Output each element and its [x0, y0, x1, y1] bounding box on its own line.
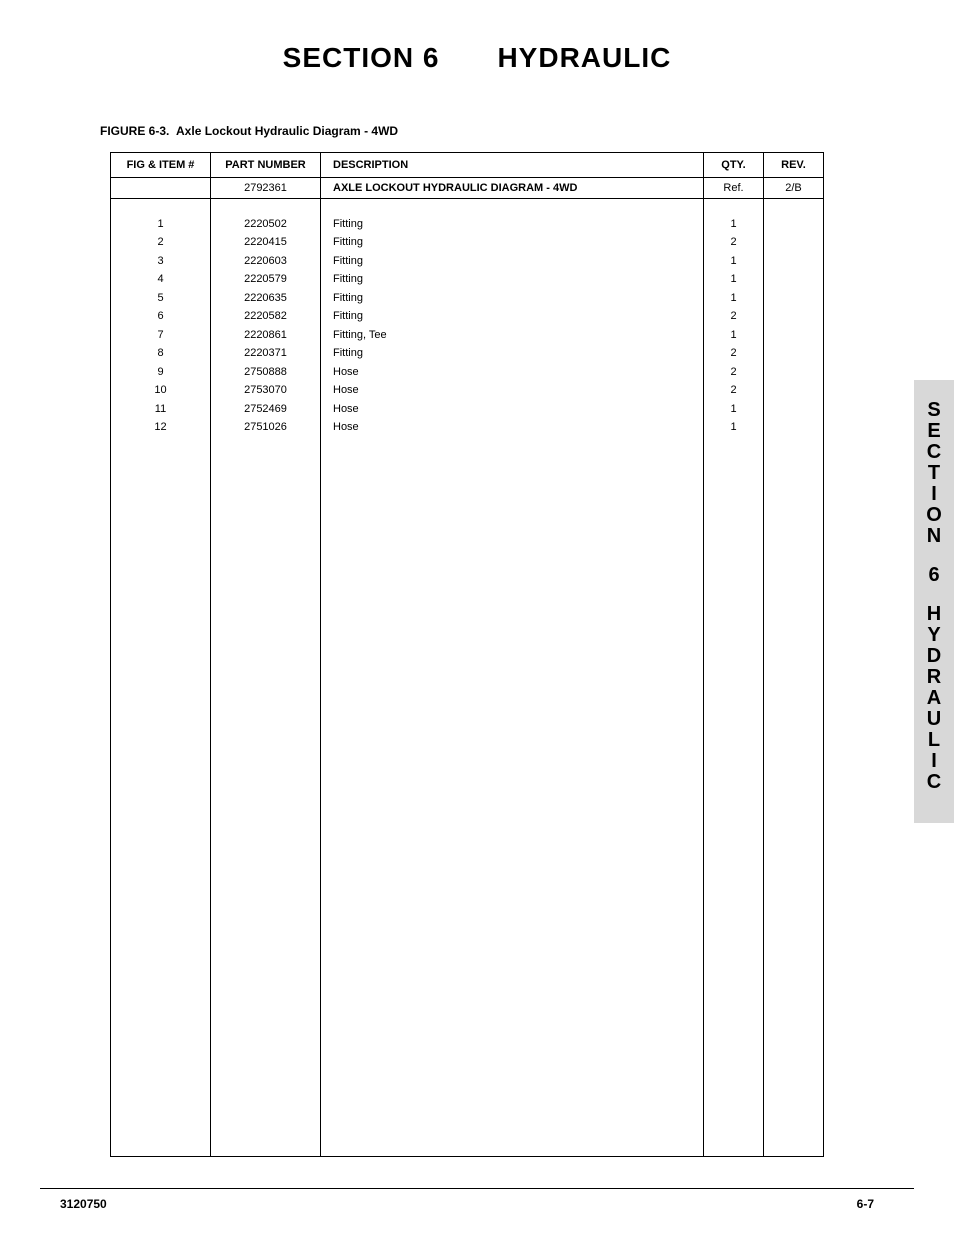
cell-rev: [764, 252, 824, 271]
cell-part: 2220579: [211, 270, 321, 289]
table-row: 92750888Hose2: [111, 363, 824, 382]
cell-part: 2751026: [211, 418, 321, 437]
parts-table: FIG & ITEM # PART NUMBER DESCRIPTION QTY…: [110, 152, 824, 1157]
table-row: 22220415Fitting2: [111, 233, 824, 252]
cell-desc: Hose: [321, 363, 704, 382]
cell-rev: [764, 381, 824, 400]
section-title: SECTION 6 HYDRAULIC: [40, 42, 914, 74]
page-footer: 3120750 6-7: [40, 1188, 914, 1211]
footer-doc-number: 3120750: [60, 1197, 107, 1211]
side-tab-line2: 6: [928, 565, 939, 586]
table-spacer-row: [111, 199, 824, 215]
footer-page-number: 6-7: [857, 1197, 874, 1211]
parts-table-wrapper: FIG & ITEM # PART NUMBER DESCRIPTION QTY…: [110, 152, 824, 1157]
cell-rev: 2/B: [764, 178, 824, 199]
cell-rev: [764, 289, 824, 308]
cell-rev: [764, 233, 824, 252]
cell-desc: Fitting: [321, 344, 704, 363]
col-header-desc: DESCRIPTION: [321, 153, 704, 178]
parts-table-body: 2792361AXLE LOCKOUT HYDRAULIC DIAGRAM - …: [111, 178, 824, 1157]
col-header-fig: FIG & ITEM #: [111, 153, 211, 178]
cell-fig: 6: [111, 307, 211, 326]
cell-qty: 2: [704, 307, 764, 326]
cell-rev: [764, 270, 824, 289]
cell-qty: 1: [704, 289, 764, 308]
cell-part: 2220635: [211, 289, 321, 308]
cell-fig: 3: [111, 252, 211, 271]
cell-qty: 1: [704, 252, 764, 271]
cell-qty: 1: [704, 270, 764, 289]
cell-part: 2220603: [211, 252, 321, 271]
cell-rev: [764, 215, 824, 234]
cell-fig: 1: [111, 215, 211, 234]
cell-qty: 1: [704, 400, 764, 419]
cell-fig: 2: [111, 233, 211, 252]
cell-qty: 1: [704, 418, 764, 437]
table-row: 42220579Fitting1: [111, 270, 824, 289]
cell-desc: Fitting: [321, 215, 704, 234]
cell-part: 2220502: [211, 215, 321, 234]
cell-desc: AXLE LOCKOUT HYDRAULIC DIAGRAM - 4WD: [321, 178, 704, 199]
col-header-part: PART NUMBER: [211, 153, 321, 178]
table-row: 122751026Hose1: [111, 418, 824, 437]
table-row: 72220861Fitting, Tee1: [111, 326, 824, 345]
col-header-qty: QTY.: [704, 153, 764, 178]
table-filler-row: [111, 437, 824, 1157]
cell-desc: Fitting, Tee: [321, 326, 704, 345]
cell-part: 2752469: [211, 400, 321, 419]
figure-title: FIGURE 6-3. Axle Lockout Hydraulic Diagr…: [100, 124, 914, 138]
table-row: 82220371Fitting2: [111, 344, 824, 363]
cell-qty: 2: [704, 363, 764, 382]
cell-rev: [764, 326, 824, 345]
table-row: 112752469Hose1: [111, 400, 824, 419]
cell-qty: 2: [704, 344, 764, 363]
col-header-rev: REV.: [764, 153, 824, 178]
cell-part: 2220415: [211, 233, 321, 252]
cell-part: 2750888: [211, 363, 321, 382]
cell-desc: Fitting: [321, 233, 704, 252]
cell-qty: 2: [704, 381, 764, 400]
cell-rev: [764, 344, 824, 363]
table-row: 12220502Fitting1: [111, 215, 824, 234]
cell-qty: 2: [704, 233, 764, 252]
cell-desc: Hose: [321, 381, 704, 400]
cell-desc: Fitting: [321, 307, 704, 326]
cell-rev: [764, 418, 824, 437]
cell-fig: 5: [111, 289, 211, 308]
table-row: 102753070Hose2: [111, 381, 824, 400]
cell-fig: 11: [111, 400, 211, 419]
cell-desc: Fitting: [321, 270, 704, 289]
cell-fig: 12: [111, 418, 211, 437]
table-header-row: FIG & ITEM # PART NUMBER DESCRIPTION QTY…: [111, 153, 824, 178]
table-row: 62220582Fitting2: [111, 307, 824, 326]
cell-part: 2220861: [211, 326, 321, 345]
cell-rev: [764, 307, 824, 326]
cell-desc: Fitting: [321, 252, 704, 271]
cell-desc: Hose: [321, 400, 704, 419]
page: SECTION 6 HYDRAULIC FIGURE 6-3. Axle Loc…: [0, 0, 954, 1235]
cell-qty: 1: [704, 326, 764, 345]
table-row: 32220603Fitting1: [111, 252, 824, 271]
side-tab-line3: HYDRAULIC: [927, 604, 941, 793]
cell-desc: Hose: [321, 418, 704, 437]
cell-fig: 8: [111, 344, 211, 363]
cell-fig: 9: [111, 363, 211, 382]
cell-qty: 1: [704, 215, 764, 234]
table-summary-row: 2792361AXLE LOCKOUT HYDRAULIC DIAGRAM - …: [111, 178, 824, 199]
cell-part: 2753070: [211, 381, 321, 400]
cell-fig: 10: [111, 381, 211, 400]
cell-part: 2220582: [211, 307, 321, 326]
cell-fig: 4: [111, 270, 211, 289]
cell-fig: [111, 178, 211, 199]
cell-desc: Fitting: [321, 289, 704, 308]
table-row: 52220635Fitting1: [111, 289, 824, 308]
cell-rev: [764, 363, 824, 382]
cell-part: 2220371: [211, 344, 321, 363]
side-tab-line1: SECTION: [926, 400, 942, 547]
cell-part: 2792361: [211, 178, 321, 199]
cell-rev: [764, 400, 824, 419]
side-section-tab: SECTION 6 HYDRAULIC: [914, 380, 954, 823]
cell-qty: Ref.: [704, 178, 764, 199]
cell-fig: 7: [111, 326, 211, 345]
